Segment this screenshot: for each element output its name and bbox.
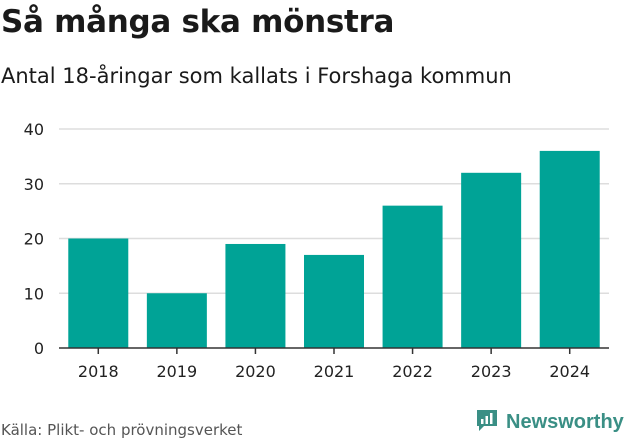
x-tick-label: 2022	[392, 362, 433, 381]
newsworthy-logo[interactable]: Newsworthy	[474, 407, 624, 437]
y-tick-label: 10	[24, 284, 44, 303]
axes: 0 10 20 30 40 2018 2019 2020 2021 2022 2023 2024	[24, 120, 609, 381]
chart-badge-icon	[474, 407, 500, 437]
bar-2018	[68, 238, 129, 348]
x-tick-label: 2020	[235, 362, 276, 381]
bar-2021	[304, 254, 364, 348]
chart-subtitle: Antal 18-åringar som kallats i Forshaga …	[1, 64, 512, 88]
y-tick-label: 20	[24, 230, 44, 249]
y-tick-label: 40	[24, 120, 44, 139]
x-tick-label: 2021	[314, 362, 355, 381]
bar-2019	[146, 293, 207, 348]
chart-title: Så många ska mönstra	[1, 4, 395, 40]
x-tick-label: 2023	[471, 362, 512, 381]
bar-2024	[539, 150, 600, 348]
bar-2023	[461, 172, 522, 348]
x-tick-label: 2018	[78, 362, 119, 381]
bars	[68, 150, 600, 348]
y-tick-label: 0	[34, 339, 44, 358]
brand-name: Newsworthy	[506, 410, 624, 433]
source-note: Källa: Plikt- och prövningsverket	[1, 421, 243, 439]
bar-2020	[225, 243, 286, 348]
x-tick-label: 2019	[156, 362, 197, 381]
y-tick-label: 30	[24, 175, 44, 194]
x-tick-label: 2024	[549, 362, 590, 381]
bar-2022	[382, 205, 443, 348]
